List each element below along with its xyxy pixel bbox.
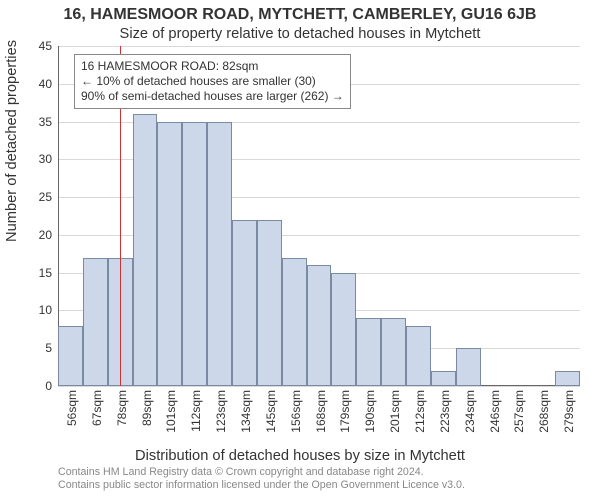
x-tick-label: 279sqm: [562, 390, 576, 433]
x-tick-label: 56sqm: [65, 390, 79, 426]
bar-slot: 279sqm: [555, 46, 580, 386]
chart-container: 16, HAMESMOOR ROAD, MYTCHETT, CAMBERLEY,…: [0, 0, 600, 500]
bar-slot: 234sqm: [456, 46, 481, 386]
histogram-bar: [406, 326, 431, 386]
plot-area: 56sqm67sqm78sqm89sqm101sqm112sqm123sqm13…: [58, 46, 580, 386]
histogram-bar: [58, 326, 83, 386]
histogram-bar: [182, 122, 207, 386]
histogram-bar: [232, 220, 257, 386]
x-tick-label: 223sqm: [438, 390, 452, 433]
y-tick-label: 35: [22, 115, 52, 129]
x-tick-label: 134sqm: [239, 390, 253, 433]
bar-slot: 257sqm: [505, 46, 530, 386]
histogram-bar: [331, 273, 356, 386]
x-tick-label: 257sqm: [512, 390, 526, 433]
x-tick-label: 123sqm: [214, 390, 228, 433]
histogram-bar: [207, 122, 232, 386]
x-tick-label: 78sqm: [115, 390, 129, 426]
y-tick-label: 40: [22, 77, 52, 91]
histogram-bar: [282, 258, 307, 386]
histogram-bar: [307, 265, 332, 386]
license-line-1: Contains HM Land Registry data © Crown c…: [58, 466, 465, 479]
license-line-2: Contains public sector information licen…: [58, 479, 465, 492]
license-text: Contains HM Land Registry data © Crown c…: [58, 466, 465, 492]
chart-subtitle: Size of property relative to detached ho…: [0, 26, 600, 42]
histogram-bar: [133, 114, 158, 386]
histogram-bar: [381, 318, 406, 386]
annotation-line-3: 90% of semi-detached houses are larger (…: [81, 89, 344, 104]
x-tick-label: 89sqm: [140, 390, 154, 426]
bar-slot: 201sqm: [381, 46, 406, 386]
x-tick-label: 212sqm: [413, 390, 427, 433]
x-tick-label: 190sqm: [363, 390, 377, 433]
x-tick-label: 268sqm: [537, 390, 551, 433]
x-tick-label: 101sqm: [164, 390, 178, 433]
gridline: [58, 386, 580, 387]
y-tick-label: 5: [22, 341, 52, 355]
bar-slot: 223sqm: [431, 46, 456, 386]
annotation-box: 16 HAMESMOOR ROAD: 82sqm ← 10% of detach…: [74, 54, 351, 109]
y-tick-label: 30: [22, 152, 52, 166]
histogram-bar: [456, 348, 481, 386]
y-tick-label: 20: [22, 228, 52, 242]
x-tick-label: 145sqm: [264, 390, 278, 433]
y-axis-label: Number of detached properties: [4, 40, 20, 242]
bar-slot: 246sqm: [481, 46, 506, 386]
x-axis-label: Distribution of detached houses by size …: [0, 448, 600, 464]
histogram-bar: [356, 318, 381, 386]
histogram-bar: [257, 220, 282, 386]
bar-slot: 268sqm: [530, 46, 555, 386]
y-tick-label: 0: [22, 379, 52, 393]
y-tick-label: 25: [22, 190, 52, 204]
x-tick-label: 67sqm: [90, 390, 104, 426]
histogram-bar: [431, 371, 456, 386]
annotation-line-1: 16 HAMESMOOR ROAD: 82sqm: [81, 59, 344, 74]
x-tick-label: 246sqm: [488, 390, 502, 433]
chart-title-address: 16, HAMESMOOR ROAD, MYTCHETT, CAMBERLEY,…: [0, 6, 600, 24]
x-tick-label: 156sqm: [289, 390, 303, 433]
x-tick-label: 179sqm: [338, 390, 352, 433]
x-tick-label: 201sqm: [388, 390, 402, 433]
bar-slot: 212sqm: [406, 46, 431, 386]
x-tick-label: 112sqm: [189, 390, 203, 432]
y-tick-label: 15: [22, 266, 52, 280]
annotation-line-2: ← 10% of detached houses are smaller (30…: [81, 74, 344, 89]
histogram-bar: [83, 258, 108, 386]
x-tick-label: 234sqm: [463, 390, 477, 433]
y-tick-label: 45: [22, 39, 52, 53]
bar-slot: 190sqm: [356, 46, 381, 386]
x-tick-label: 168sqm: [314, 390, 328, 433]
histogram-bar: [555, 371, 580, 386]
y-tick-label: 10: [22, 303, 52, 317]
histogram-bar: [157, 122, 182, 386]
